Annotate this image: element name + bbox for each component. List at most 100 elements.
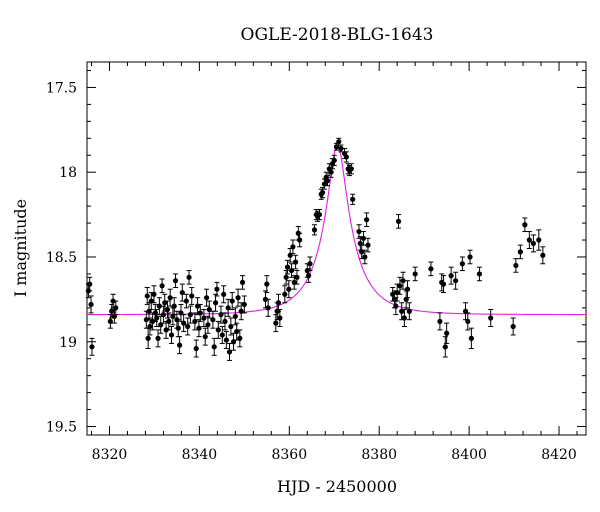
data-marker bbox=[448, 273, 454, 279]
data-marker bbox=[283, 274, 289, 280]
data-marker bbox=[203, 295, 210, 301]
data-marker bbox=[223, 337, 229, 343]
data-marker bbox=[522, 222, 528, 228]
data-marker bbox=[350, 196, 356, 202]
data-marker bbox=[237, 335, 243, 341]
data-point bbox=[362, 249, 368, 265]
data-point bbox=[297, 232, 303, 248]
data-point bbox=[437, 312, 443, 331]
data-point bbox=[166, 312, 172, 331]
data-point bbox=[163, 320, 169, 339]
data-marker bbox=[404, 286, 411, 292]
data-marker bbox=[526, 237, 532, 243]
data-point bbox=[175, 319, 181, 338]
data-point bbox=[230, 332, 237, 351]
data-marker bbox=[211, 344, 217, 350]
data-marker bbox=[440, 281, 447, 287]
data-point bbox=[168, 325, 175, 344]
data-marker bbox=[468, 335, 474, 341]
data-point bbox=[223, 331, 229, 350]
data-marker bbox=[517, 249, 523, 255]
data-marker bbox=[294, 274, 300, 280]
data-marker bbox=[186, 274, 192, 280]
data-point bbox=[88, 295, 94, 314]
data-point bbox=[400, 271, 406, 290]
data-marker bbox=[172, 278, 179, 284]
data-marker bbox=[265, 305, 271, 311]
data-marker bbox=[107, 318, 113, 325]
data-point bbox=[87, 276, 93, 292]
data-marker bbox=[87, 281, 93, 287]
data-point bbox=[307, 256, 313, 272]
data-marker bbox=[275, 300, 282, 306]
data-marker bbox=[397, 283, 403, 289]
data-point bbox=[218, 305, 224, 324]
data-point bbox=[237, 329, 243, 348]
data-point bbox=[179, 283, 185, 302]
data-point bbox=[291, 275, 297, 290]
data-marker bbox=[365, 242, 371, 248]
data-marker bbox=[297, 237, 303, 243]
y-tick-label: 19 bbox=[59, 335, 77, 351]
data-marker bbox=[151, 291, 157, 297]
data-point bbox=[397, 276, 403, 295]
data-marker bbox=[362, 254, 368, 260]
data-marker bbox=[360, 235, 367, 241]
data-point bbox=[292, 254, 299, 270]
data-marker bbox=[338, 145, 344, 152]
data-marker bbox=[222, 318, 228, 325]
data-marker bbox=[228, 323, 234, 330]
data-marker bbox=[444, 330, 450, 336]
data-point bbox=[331, 154, 337, 166]
data-point bbox=[290, 239, 296, 255]
data-marker bbox=[167, 295, 173, 301]
data-point bbox=[210, 310, 216, 329]
data-marker bbox=[273, 320, 279, 326]
data-point bbox=[264, 275, 270, 294]
data-point bbox=[187, 305, 193, 324]
data-marker bbox=[395, 218, 402, 224]
data-point bbox=[172, 273, 179, 288]
data-marker bbox=[488, 315, 494, 321]
data-marker bbox=[89, 344, 95, 350]
data-point bbox=[151, 285, 157, 304]
data-point bbox=[202, 327, 208, 346]
data-marker bbox=[113, 305, 119, 311]
data-marker bbox=[197, 310, 203, 316]
data-point bbox=[150, 312, 156, 331]
data-marker bbox=[348, 166, 354, 172]
data-point bbox=[395, 214, 402, 229]
data-marker bbox=[171, 303, 177, 309]
data-marker bbox=[219, 332, 225, 338]
data-marker bbox=[232, 313, 238, 319]
data-marker bbox=[163, 327, 169, 333]
data-point bbox=[164, 300, 171, 319]
data-point bbox=[170, 307, 176, 326]
data-point bbox=[226, 342, 233, 361]
data-point bbox=[526, 231, 532, 249]
data-marker bbox=[277, 315, 283, 321]
data-marker bbox=[229, 298, 235, 304]
data-marker bbox=[221, 291, 227, 297]
y-axis-label: I magnitude bbox=[11, 199, 30, 297]
data-marker bbox=[319, 189, 326, 196]
data-point bbox=[401, 309, 407, 327]
data-point bbox=[444, 322, 450, 344]
data-point bbox=[343, 151, 349, 163]
data-point bbox=[160, 305, 167, 324]
data-point bbox=[181, 314, 187, 333]
data-point bbox=[510, 317, 516, 336]
data-marker bbox=[453, 278, 459, 284]
data-marker bbox=[183, 298, 189, 304]
data-point bbox=[284, 259, 291, 275]
data-point bbox=[517, 244, 523, 260]
data-point bbox=[239, 275, 246, 290]
data-marker bbox=[393, 303, 399, 309]
data-marker bbox=[356, 228, 362, 235]
data-point bbox=[89, 337, 95, 356]
data-marker bbox=[159, 283, 165, 289]
data-marker bbox=[155, 335, 161, 341]
data-marker bbox=[226, 349, 233, 355]
data-point bbox=[189, 286, 195, 305]
data-point bbox=[211, 337, 217, 356]
